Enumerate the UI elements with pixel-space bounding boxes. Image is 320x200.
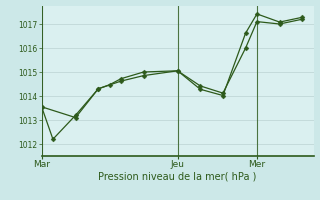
X-axis label: Pression niveau de la mer( hPa ): Pression niveau de la mer( hPa ) bbox=[99, 172, 257, 182]
